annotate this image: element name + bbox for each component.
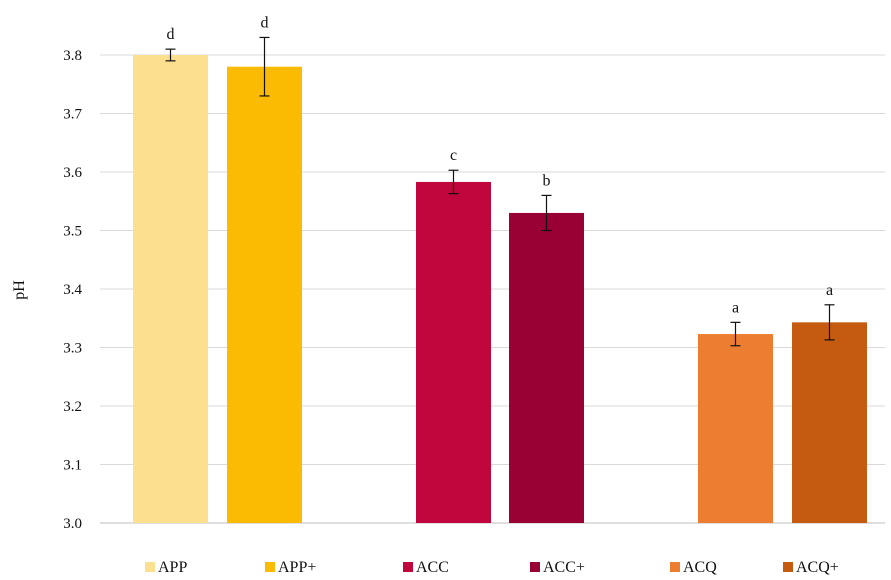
legend-label: ACC <box>416 559 449 576</box>
legend-label: ACC+ <box>543 559 585 576</box>
y-tick-label: 3.1 <box>63 458 82 474</box>
bar-acq-plus <box>792 322 867 523</box>
y-tick-label: 3.3 <box>63 341 82 357</box>
significance-label: a <box>826 282 833 299</box>
legend-swatch <box>265 562 275 572</box>
legend-swatch <box>145 562 155 572</box>
y-tick-label: 3.7 <box>63 107 82 123</box>
legend-swatch <box>783 562 793 572</box>
bar-app <box>133 55 208 523</box>
legend-label: ACQ <box>683 559 717 576</box>
significance-label: d <box>167 26 175 43</box>
significance-label: a <box>732 299 739 316</box>
significance-label: b <box>543 172 551 189</box>
y-tick-label: 3.2 <box>63 399 82 415</box>
significance-label: d <box>261 14 269 31</box>
y-axis-title: pH <box>11 280 28 300</box>
legend-label: APP+ <box>278 559 316 576</box>
y-tick-label: 3.4 <box>63 282 82 298</box>
y-axis-tick-labels: 3.0 3.1 3.2 3.3 3.4 3.5 3.6 3.7 3.8 <box>63 48 82 532</box>
legend-swatch <box>403 562 413 572</box>
legend-label: APP <box>158 559 187 576</box>
y-tick-label: 3.8 <box>63 48 82 64</box>
bar-acc-plus <box>509 213 584 523</box>
legend: APP APP+ ACC ACC+ ACQ ACQ+ <box>145 559 839 576</box>
y-tick-label: 3.6 <box>63 165 82 181</box>
bar-acc <box>416 182 491 523</box>
y-tick-label: 3.0 <box>63 516 82 532</box>
y-tick-label: 3.5 <box>63 224 82 240</box>
legend-label: ACQ+ <box>796 559 839 576</box>
significance-label: c <box>450 147 457 164</box>
bar-app-plus <box>227 67 302 523</box>
legend-swatch <box>670 562 680 572</box>
legend-swatch <box>530 562 540 572</box>
bar-acq <box>698 334 773 523</box>
